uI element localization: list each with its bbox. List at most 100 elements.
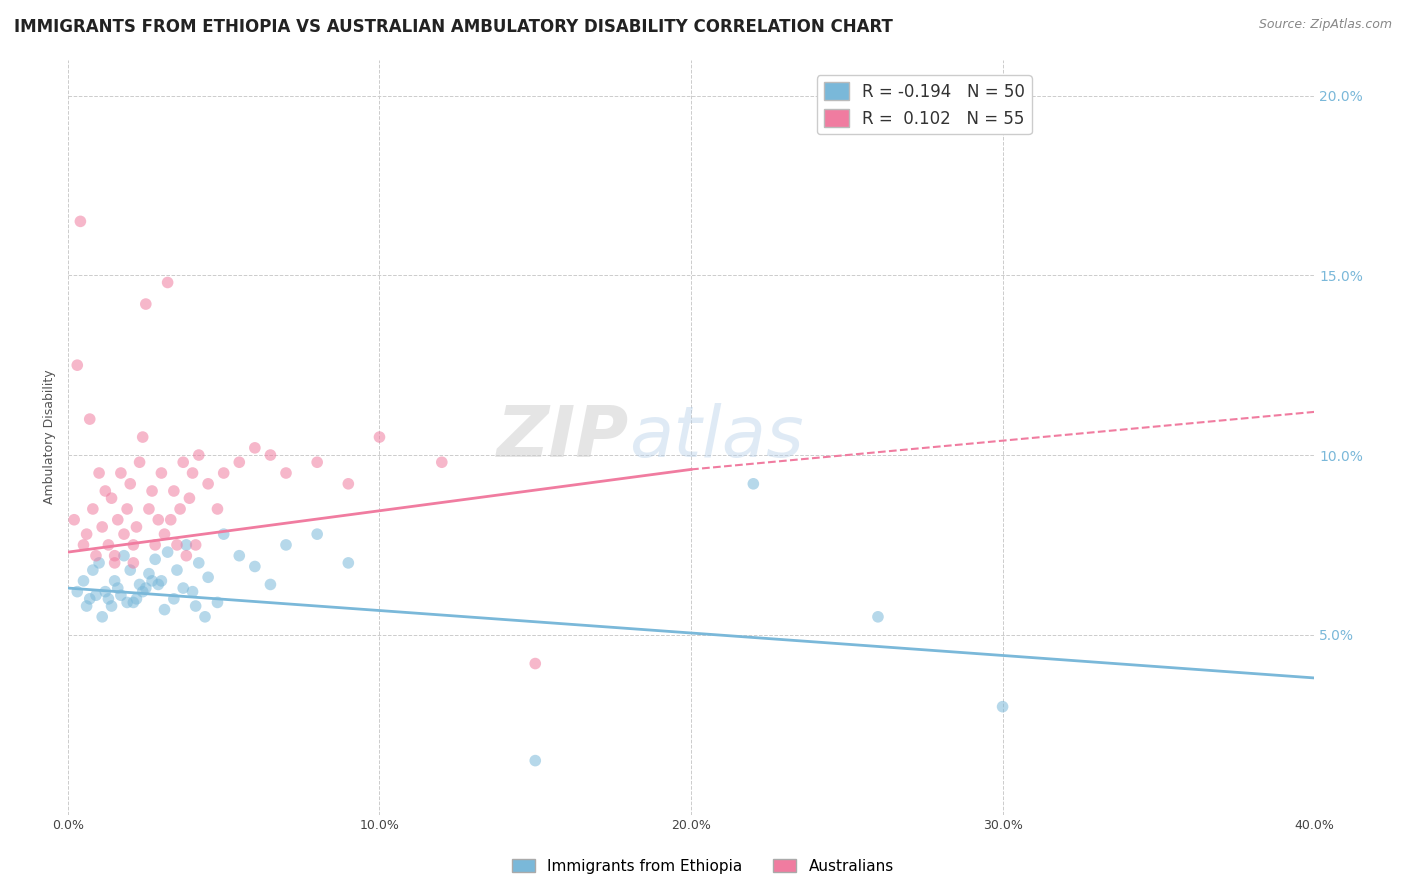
Point — [169, 502, 191, 516]
Point — [128, 455, 150, 469]
Point — [148, 577, 170, 591]
Point — [228, 455, 250, 469]
Point — [72, 538, 94, 552]
Point — [87, 556, 110, 570]
Point — [524, 657, 547, 671]
Legend: R = -0.194   N = 50, R =  0.102   N = 55: R = -0.194 N = 50, R = 0.102 N = 55 — [817, 76, 1032, 135]
Point — [337, 476, 360, 491]
Point — [337, 556, 360, 570]
Point — [69, 214, 91, 228]
Point — [243, 441, 266, 455]
Point — [163, 483, 186, 498]
Point — [181, 466, 204, 480]
Point — [97, 538, 120, 552]
Point — [524, 754, 547, 768]
Point — [107, 513, 129, 527]
Point — [307, 527, 329, 541]
Text: Source: ZipAtlas.com: Source: ZipAtlas.com — [1258, 18, 1392, 31]
Point — [181, 584, 204, 599]
Point — [141, 574, 163, 588]
Point — [107, 581, 129, 595]
Point — [430, 455, 453, 469]
Point — [159, 513, 181, 527]
Point — [79, 591, 101, 606]
Point — [228, 549, 250, 563]
Point — [94, 483, 117, 498]
Point — [179, 491, 201, 506]
Point — [138, 502, 160, 516]
Point — [115, 502, 138, 516]
Point — [72, 574, 94, 588]
Point — [135, 581, 157, 595]
Point — [131, 584, 153, 599]
Point — [115, 595, 138, 609]
Point — [100, 491, 122, 506]
Point — [212, 527, 235, 541]
Point — [187, 556, 209, 570]
Point — [104, 574, 127, 588]
Point — [122, 556, 145, 570]
Point — [866, 609, 889, 624]
Point — [153, 527, 176, 541]
Point — [307, 455, 329, 469]
Point — [135, 297, 157, 311]
Point — [120, 563, 142, 577]
Point — [991, 699, 1014, 714]
Point — [172, 455, 194, 469]
Point — [148, 513, 170, 527]
Text: ZIP: ZIP — [496, 402, 628, 472]
Point — [150, 466, 173, 480]
Point — [94, 584, 117, 599]
Point — [197, 476, 219, 491]
Point — [176, 549, 198, 563]
Point — [150, 574, 173, 588]
Point — [166, 538, 188, 552]
Point — [197, 570, 219, 584]
Point — [112, 527, 135, 541]
Point — [110, 466, 132, 480]
Point — [84, 549, 107, 563]
Point — [79, 412, 101, 426]
Point — [122, 595, 145, 609]
Point — [184, 599, 207, 613]
Point — [259, 577, 281, 591]
Point — [156, 545, 179, 559]
Point — [153, 602, 176, 616]
Point — [143, 538, 166, 552]
Point — [156, 276, 179, 290]
Point — [112, 549, 135, 563]
Point — [274, 466, 297, 480]
Point — [128, 577, 150, 591]
Text: atlas: atlas — [628, 402, 803, 472]
Point — [172, 581, 194, 595]
Point — [76, 527, 98, 541]
Point — [120, 476, 142, 491]
Point — [91, 520, 114, 534]
Point — [184, 538, 207, 552]
Point — [141, 483, 163, 498]
Point — [176, 538, 198, 552]
Point — [82, 502, 104, 516]
Point — [82, 563, 104, 577]
Point — [100, 599, 122, 613]
Point — [207, 595, 229, 609]
Point — [243, 559, 266, 574]
Point — [63, 513, 86, 527]
Point — [259, 448, 281, 462]
Point — [91, 609, 114, 624]
Point — [194, 609, 217, 624]
Point — [166, 563, 188, 577]
Point — [125, 591, 148, 606]
Point — [122, 538, 145, 552]
Point — [212, 466, 235, 480]
Point — [84, 588, 107, 602]
Point — [87, 466, 110, 480]
Point — [207, 502, 229, 516]
Point — [143, 552, 166, 566]
Point — [131, 430, 153, 444]
Point — [125, 520, 148, 534]
Point — [104, 556, 127, 570]
Point — [97, 591, 120, 606]
Point — [742, 476, 765, 491]
Point — [138, 566, 160, 581]
